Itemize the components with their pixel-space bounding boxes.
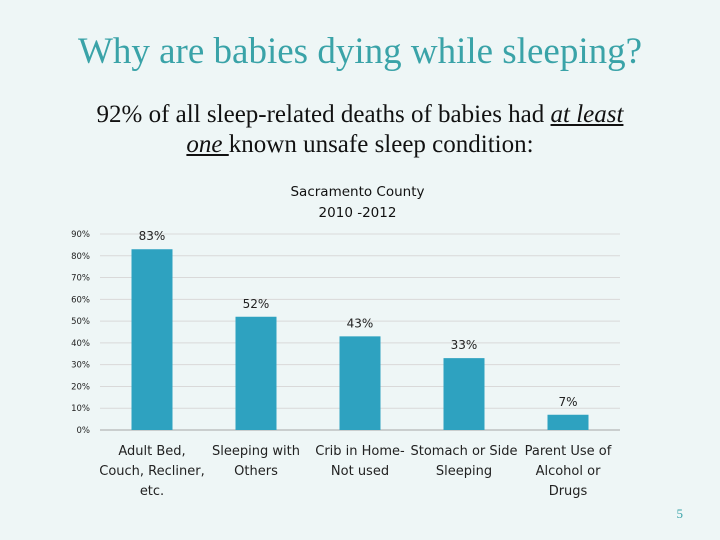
data-label: 83%	[139, 229, 166, 243]
y-tick-label: 60%	[71, 295, 90, 305]
x-tick-label: Alcohol or	[536, 464, 601, 479]
x-tick-label: Parent Use of	[525, 444, 612, 459]
x-tick-label: Sleeping	[436, 464, 492, 479]
bar	[339, 336, 381, 430]
x-tick-label: Couch, Recliner,	[99, 464, 204, 479]
bar	[547, 414, 589, 430]
y-tick-label: 90%	[71, 230, 90, 240]
y-tick-label: 10%	[71, 404, 90, 414]
data-label: 33%	[451, 338, 478, 352]
data-label: 52%	[243, 297, 270, 311]
subtitle-emphasis-2: one	[186, 131, 229, 158]
x-tick-label: Drugs	[549, 484, 588, 499]
x-tick-label: Sleeping with	[212, 444, 300, 459]
x-tick-label: Adult Bed,	[118, 444, 185, 459]
page-number: 5	[676, 506, 684, 521]
data-label: 43%	[347, 316, 374, 330]
bar	[235, 316, 277, 430]
x-tick-label: etc.	[140, 484, 164, 499]
slide-title: Why are babies dying while sleeping?	[77, 31, 643, 72]
chart-title-line-2: 2010 -2012	[318, 205, 397, 221]
bar	[131, 249, 173, 430]
x-tick-label: Others	[234, 464, 278, 479]
y-tick-label: 20%	[71, 382, 90, 392]
subtitle-text-2: known unsafe sleep condition:	[228, 131, 534, 158]
x-tick-label: Stomach or Side	[411, 444, 518, 459]
y-tick-label: 40%	[71, 339, 90, 349]
subtitle-emphasis-1: at least	[550, 101, 624, 128]
y-tick-label: 80%	[71, 252, 90, 262]
x-tick-label: Crib in Home-	[315, 444, 405, 459]
x-tick-label: Not used	[331, 464, 389, 479]
chart-title: Sacramento County 2010 -2012	[250, 182, 465, 224]
y-tick-label: 0%	[77, 426, 91, 436]
data-label: 7%	[558, 395, 577, 409]
bar	[443, 358, 485, 430]
slide-subtitle: 92% of all sleep-related deaths of babie…	[20, 100, 700, 160]
chart-title-line-1: Sacramento County	[290, 184, 425, 200]
y-tick-label: 50%	[71, 317, 90, 327]
subtitle-text-1: 92% of all sleep-related deaths of babie…	[96, 101, 551, 128]
y-tick-label: 30%	[71, 361, 90, 371]
y-tick-label: 70%	[71, 274, 90, 284]
